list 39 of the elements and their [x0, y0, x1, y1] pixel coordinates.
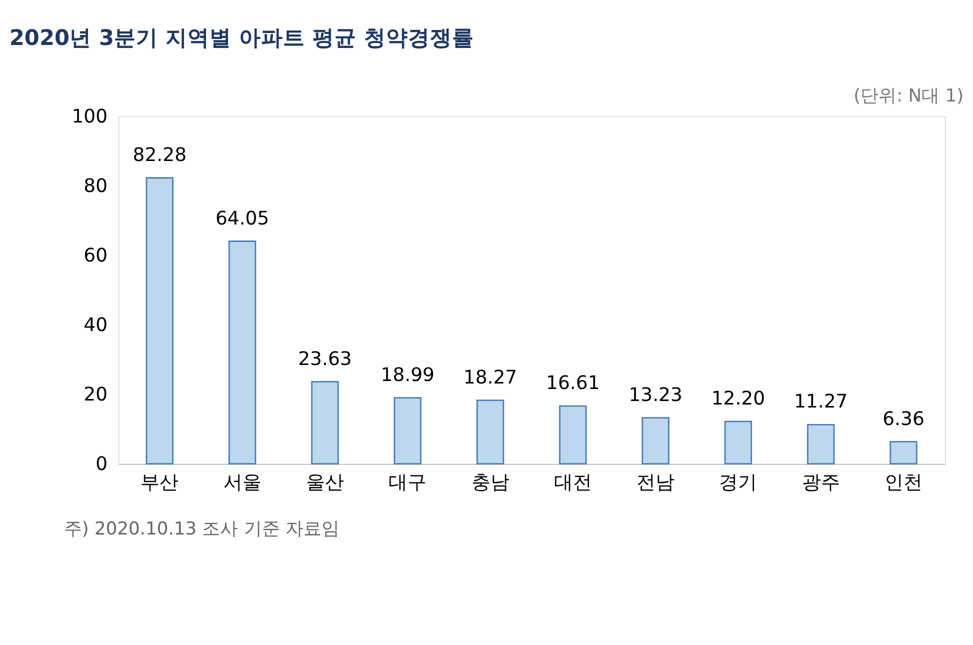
data-label: 18.27: [463, 367, 518, 388]
x-tick-label: 부산: [140, 472, 179, 494]
data-label: 11.27: [794, 392, 848, 413]
bar: [394, 397, 422, 465]
x-tick-label: 대구: [388, 472, 427, 494]
y-tick-label: 0: [96, 454, 108, 475]
bar: [724, 420, 752, 465]
chart-subtitle: (단위: N대 1): [854, 85, 964, 106]
chart-title: 2020년 3분기 지역별 아파트 평균 청약경쟁률: [9, 26, 474, 51]
x-tick-label: 충남: [471, 472, 510, 494]
x-tick-label: 울산: [306, 472, 344, 494]
data-label: 18.99: [380, 364, 434, 386]
y-tick-label: 20: [84, 384, 108, 406]
data-label: 16.61: [546, 373, 600, 394]
bar: [807, 424, 835, 465]
y-tick-label: 80: [84, 176, 108, 197]
x-tick-label: 광주: [802, 472, 840, 494]
x-tick-label: 경기: [719, 472, 758, 494]
bar: [559, 405, 587, 465]
y-tick-label: 40: [84, 314, 108, 336]
bar: [228, 240, 256, 465]
data-label: 23.63: [298, 348, 352, 370]
bar: [311, 380, 339, 465]
bar: [146, 177, 174, 465]
data-label: 82.28: [132, 144, 187, 166]
y-tick-label: 100: [72, 106, 108, 128]
bar: [642, 417, 670, 465]
data-label: 12.20: [711, 388, 766, 410]
bar: [476, 400, 504, 465]
data-label: 13.23: [628, 384, 682, 406]
x-tick-label: 대전: [554, 472, 592, 494]
y-tick-label: 60: [84, 245, 108, 266]
x-tick-label: 서울: [223, 472, 262, 494]
x-tick-label: 인천: [884, 472, 922, 494]
data-label: 6.36: [882, 408, 924, 430]
bar: [890, 441, 918, 465]
data-label: 64.05: [215, 208, 270, 230]
x-tick-label: 전남: [636, 472, 675, 494]
text: 주) 2020.10.13 조사 기준 자료임: [64, 518, 340, 540]
